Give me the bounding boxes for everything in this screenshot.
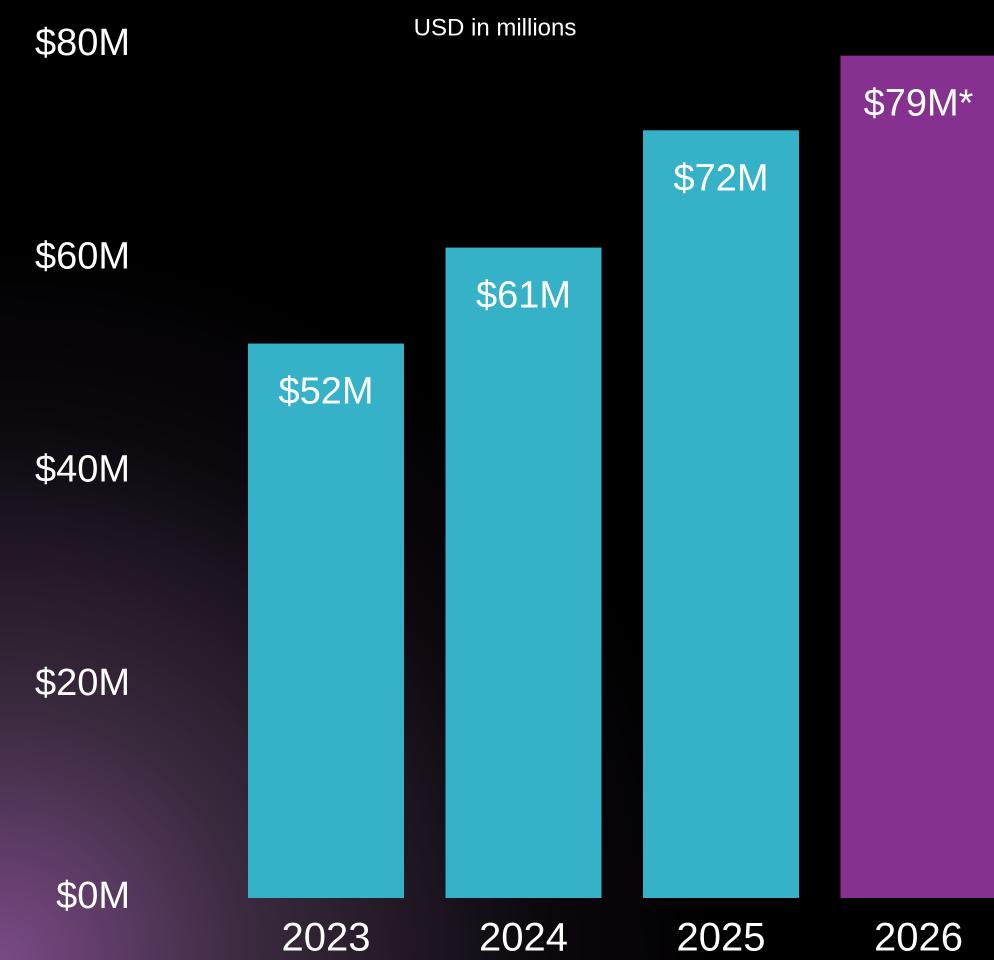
y-tick-label: $80M (35, 22, 130, 64)
value-label: $61M (476, 275, 571, 317)
x-tick-label: 2025 (677, 916, 766, 960)
bar (445, 247, 602, 898)
y-tick-label: $20M (35, 662, 130, 704)
x-tick-label: 2023 (282, 916, 371, 960)
x-tick-label: 2026 (874, 916, 963, 960)
x-tick-label: 2024 (479, 916, 568, 960)
y-tick-label: $40M (35, 449, 130, 491)
bar (840, 55, 994, 899)
value-label: $52M (278, 371, 373, 413)
value-label: $79M* (864, 83, 974, 125)
chart-subtitle: USD in millions (414, 14, 577, 41)
bar (643, 130, 799, 899)
bar (248, 343, 404, 898)
value-label: $72M (673, 157, 768, 199)
y-tick-label: $0M (56, 875, 130, 917)
y-tick-label: $60M (35, 235, 130, 277)
